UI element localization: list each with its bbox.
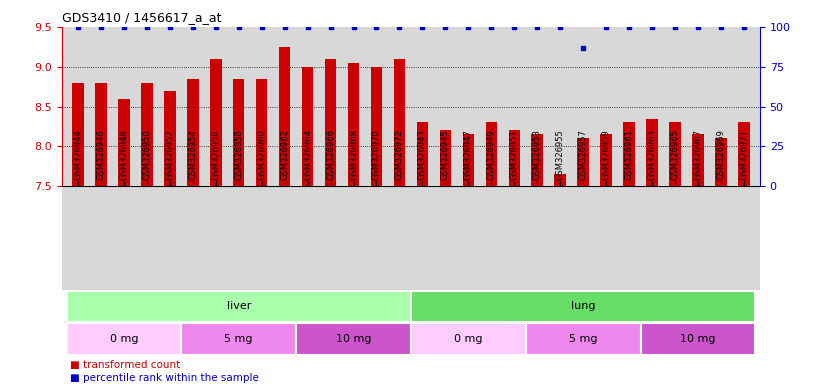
Bar xyxy=(141,83,153,186)
Text: 0 mg: 0 mg xyxy=(110,334,138,344)
Bar xyxy=(509,131,520,186)
Bar xyxy=(187,79,198,186)
Bar xyxy=(601,134,612,186)
Bar xyxy=(486,122,497,186)
Bar xyxy=(692,134,704,186)
Bar xyxy=(325,59,336,186)
Bar xyxy=(256,79,268,186)
Bar xyxy=(233,79,244,186)
Text: 10 mg: 10 mg xyxy=(680,334,715,344)
Bar xyxy=(738,122,749,186)
Bar xyxy=(279,47,291,186)
Bar xyxy=(715,139,727,186)
Bar xyxy=(297,323,411,354)
Bar xyxy=(67,291,411,322)
Bar xyxy=(525,323,640,354)
Bar xyxy=(210,59,221,186)
Bar xyxy=(394,59,406,186)
Text: 0 mg: 0 mg xyxy=(454,334,482,344)
Bar xyxy=(554,174,566,186)
Bar xyxy=(182,323,297,354)
Bar xyxy=(95,83,107,186)
Bar xyxy=(371,67,382,186)
Bar xyxy=(118,99,130,186)
Bar xyxy=(646,119,657,186)
Bar xyxy=(301,67,313,186)
Bar xyxy=(411,323,525,354)
Text: lung: lung xyxy=(571,301,596,311)
Bar xyxy=(348,63,359,186)
Text: 10 mg: 10 mg xyxy=(336,334,371,344)
Bar xyxy=(439,131,451,186)
Bar xyxy=(669,122,681,186)
Bar xyxy=(463,134,474,186)
Bar xyxy=(164,91,176,186)
Bar xyxy=(577,139,589,186)
Text: liver: liver xyxy=(226,301,251,311)
Bar xyxy=(640,323,755,354)
Bar xyxy=(73,83,83,186)
Bar xyxy=(531,134,543,186)
Text: GDS3410 / 1456617_a_at: GDS3410 / 1456617_a_at xyxy=(62,11,221,24)
Text: 5 mg: 5 mg xyxy=(225,334,253,344)
Bar xyxy=(624,122,635,186)
Bar xyxy=(416,122,428,186)
Bar xyxy=(411,291,755,322)
Text: ■ transformed count: ■ transformed count xyxy=(70,360,180,370)
Text: 5 mg: 5 mg xyxy=(569,334,597,344)
Bar xyxy=(67,323,182,354)
Text: ■ percentile rank within the sample: ■ percentile rank within the sample xyxy=(70,373,259,383)
